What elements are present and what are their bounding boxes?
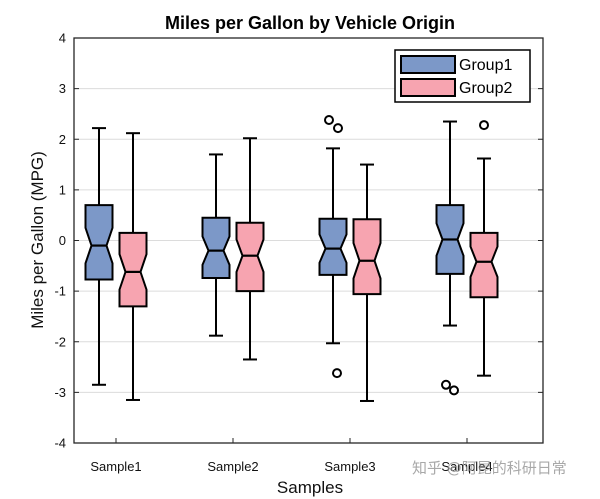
box-group1-sample2 (201, 153, 231, 337)
box-body (318, 217, 348, 276)
legend-swatch-group2 (400, 78, 456, 97)
legend-label-group2: Group2 (459, 80, 512, 97)
outlier-point (332, 368, 342, 379)
box-group2-sample1 (118, 132, 148, 401)
box-body (235, 221, 265, 293)
x-tick-label: Sample1 (90, 459, 141, 474)
legend-label-group1: Group1 (459, 57, 512, 74)
box-body (201, 216, 231, 279)
y-axis-title: Miles per Gallon (MPG) (28, 151, 47, 329)
box-group1-sample3 (318, 115, 348, 379)
box-group2-sample2 (235, 137, 265, 361)
box-body (352, 218, 382, 296)
y-tick-label: -4 (54, 436, 66, 451)
y-axis-ticks: -4 -3 -2 -1 0 1 2 3 4 (54, 31, 543, 451)
legend: Group1 Group2 (394, 49, 531, 103)
outlier-point (441, 379, 451, 390)
y-tick-label: -1 (54, 284, 66, 299)
box-series (84, 115, 499, 402)
plot-frame (73, 37, 544, 444)
chart-title: Miles per Gallon by Vehicle Origin (165, 13, 455, 33)
y-tick-label: 3 (59, 81, 66, 96)
y-tick-label: -3 (54, 385, 66, 400)
y-tick-label: 1 (59, 182, 66, 197)
x-tick-label: Sample4 (441, 459, 492, 474)
box-body (84, 204, 114, 281)
box-group1-sample1 (84, 127, 114, 386)
outlier-point (449, 385, 459, 396)
y-tick-label: -2 (54, 334, 66, 349)
box-body (469, 231, 499, 299)
x-tick-label: Sample3 (324, 459, 375, 474)
x-axis-ticks: Sample1 Sample2 Sample3 Sample4 (90, 438, 493, 474)
x-axis-title: Samples (277, 478, 343, 497)
y-tick-label: 4 (59, 31, 66, 46)
box-group1-sample4 (435, 120, 465, 396)
legend-swatch-group1 (400, 55, 456, 74)
box-body (118, 231, 148, 308)
watermark-text: 知乎 @阿昆的科研日常 (412, 459, 567, 477)
outlier-point (479, 120, 489, 131)
x-tick-label: Sample2 (207, 459, 258, 474)
y-tick-label: 0 (59, 233, 66, 248)
box-group2-sample4 (469, 120, 499, 377)
outlier-point (333, 123, 343, 134)
outlier-point (324, 115, 334, 126)
box-group2-sample3 (352, 163, 382, 402)
y-tick-label: 2 (59, 132, 66, 147)
